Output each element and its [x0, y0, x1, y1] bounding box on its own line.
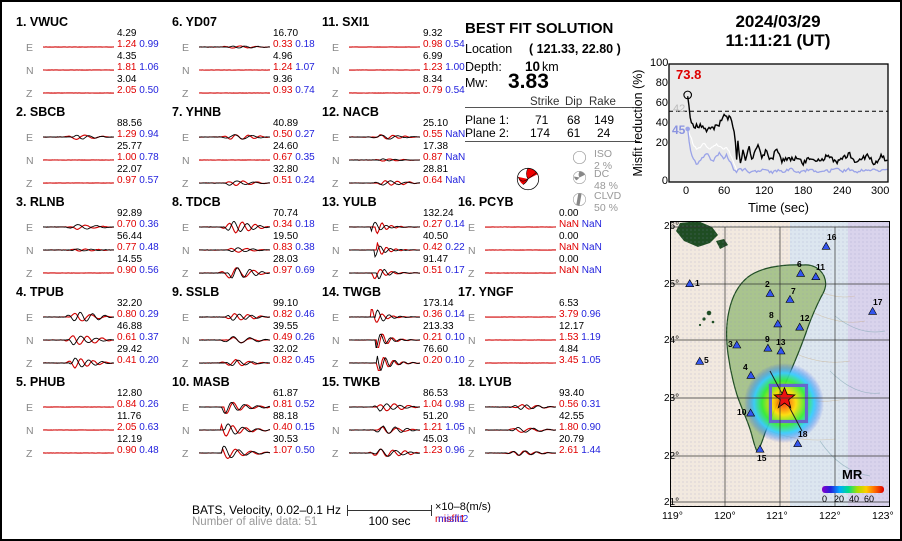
- svg-text:18: 18: [798, 429, 808, 439]
- svg-text:7: 7: [791, 286, 796, 296]
- svg-text:4: 4: [743, 362, 748, 372]
- svg-text:10: 10: [737, 407, 747, 417]
- svg-text:12: 12: [800, 313, 810, 323]
- svg-text:16: 16: [827, 232, 837, 242]
- svg-text:1: 1: [695, 278, 700, 288]
- svg-text:3: 3: [728, 339, 733, 349]
- svg-text:8: 8: [769, 310, 774, 320]
- svg-text:6: 6: [797, 259, 802, 269]
- svg-text:5: 5: [704, 355, 709, 365]
- svg-text:13: 13: [776, 337, 786, 347]
- svg-text:11: 11: [816, 262, 825, 272]
- svg-text:9: 9: [765, 334, 770, 344]
- svg-text:15: 15: [757, 453, 767, 463]
- svg-text:17: 17: [873, 297, 883, 307]
- svg-text:2: 2: [765, 279, 770, 289]
